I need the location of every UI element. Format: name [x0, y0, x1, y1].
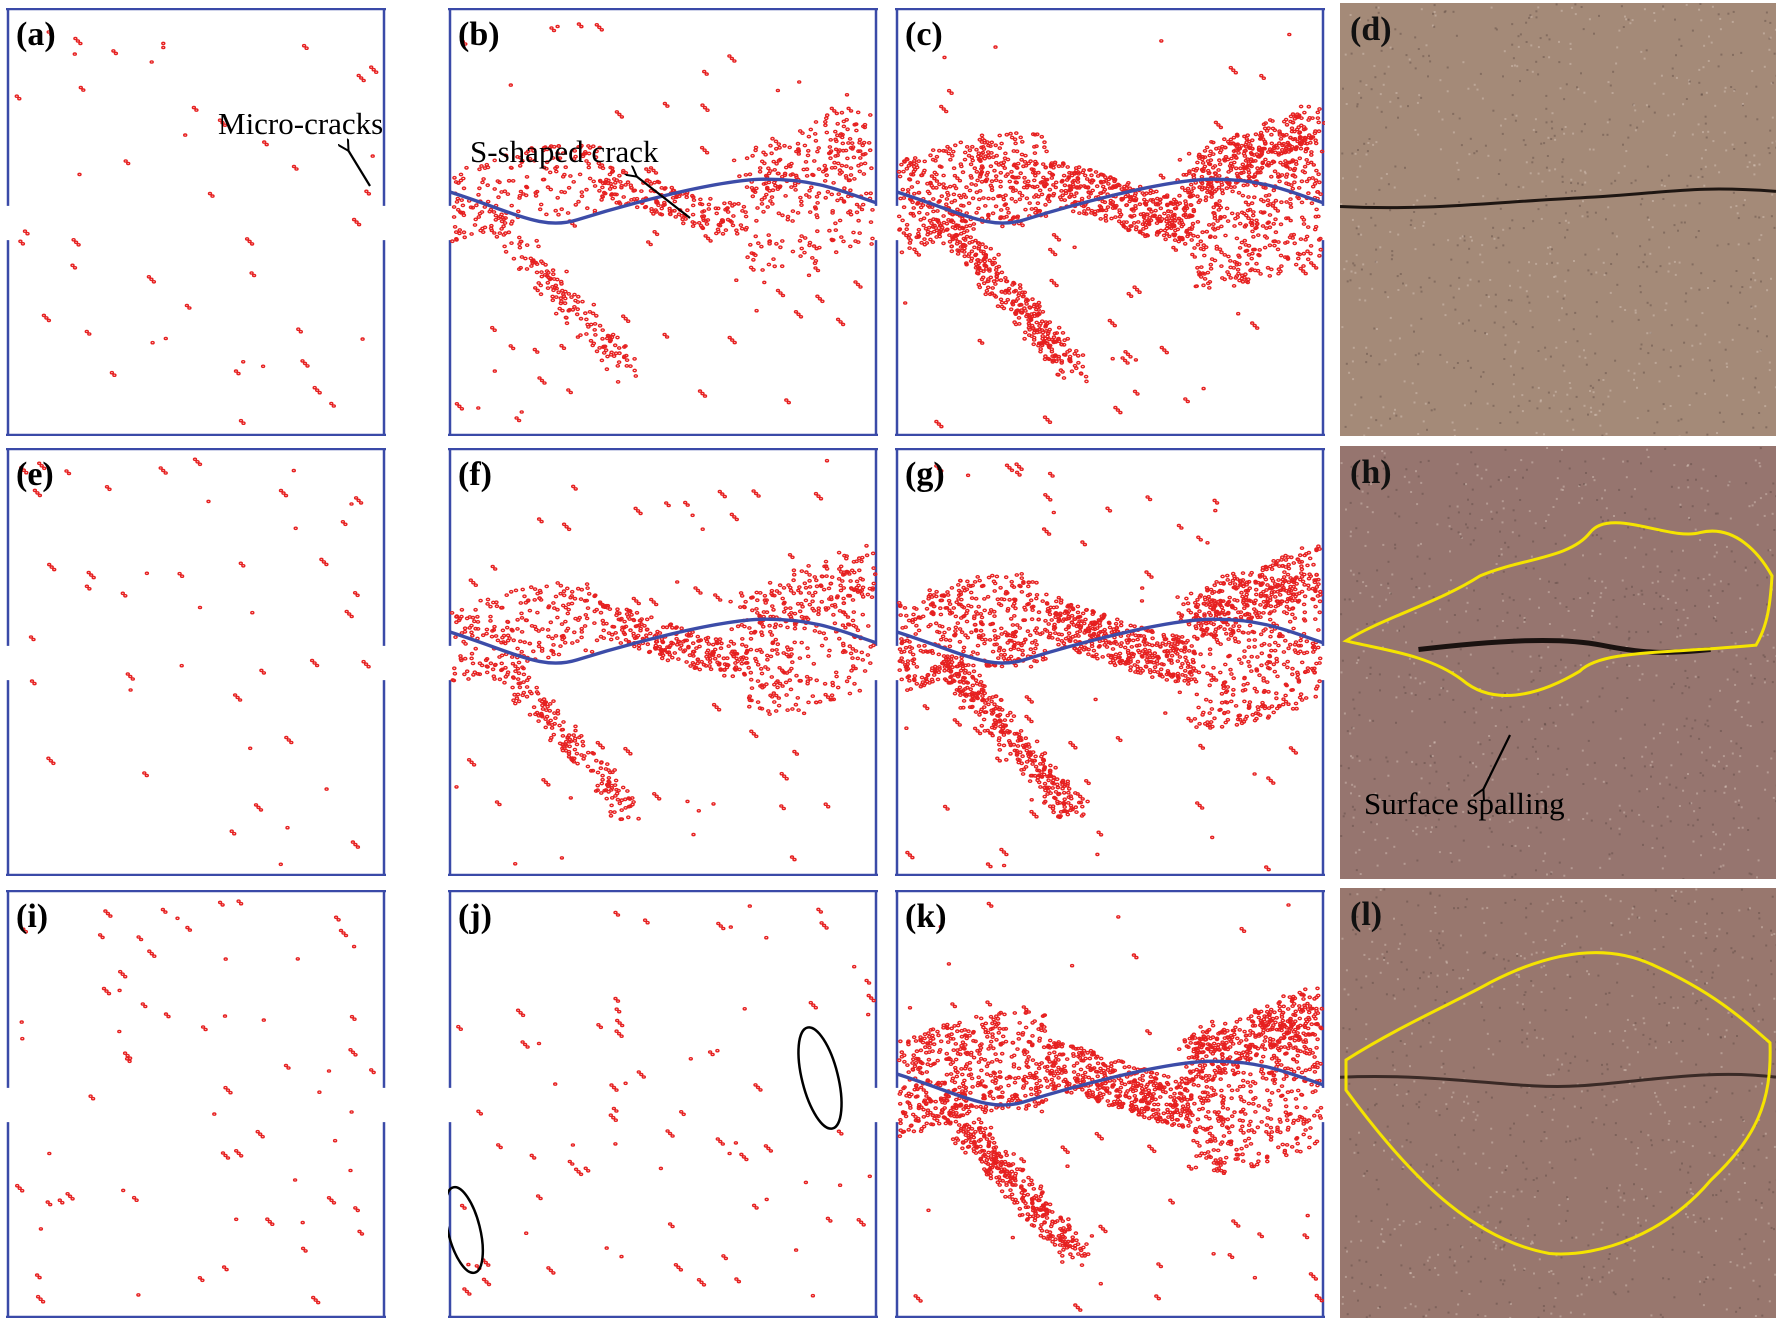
- fracture-line: [1340, 187, 1776, 210]
- panel-g: (g): [895, 448, 1325, 876]
- panel-h-graphic: [1340, 446, 1776, 879]
- spalling-outline: [1342, 521, 1774, 698]
- panel-frame: [895, 8, 1325, 436]
- crack-markers: [19, 457, 371, 867]
- panel-i: (i): [6, 890, 386, 1318]
- panel-l-label: (l): [1350, 896, 1383, 933]
- highlight-ellipse-right: [797, 1026, 843, 1130]
- panel-l-graphic: [1340, 888, 1776, 1318]
- panel-k-graphic: [895, 890, 1325, 1318]
- panel-frame: [6, 890, 386, 1318]
- crack-markers: [896, 901, 1325, 1312]
- panel-j: (j): [448, 890, 878, 1318]
- crack-markers: [897, 462, 1323, 872]
- panel-b-label: (b): [458, 16, 500, 53]
- panel-c-graphic: [895, 8, 1325, 436]
- panel-f-label: (f): [458, 456, 492, 493]
- panel-g-graphic: [895, 448, 1325, 876]
- panel-l: (l): [1340, 888, 1776, 1318]
- s-shaped-crack-curve: [896, 177, 1324, 225]
- panel-d-label: (d): [1350, 11, 1392, 48]
- panel-frame: [6, 448, 386, 876]
- rock-texture: [1341, 888, 1776, 1318]
- panel-frame: [895, 448, 1325, 876]
- fracture-line: [1340, 1072, 1776, 1088]
- panel-frame: [6, 8, 386, 436]
- rock-surface: [1340, 446, 1776, 879]
- crack-markers: [14, 899, 376, 1305]
- surface-spalling-annotation: Surface spalling: [1364, 786, 1565, 821]
- micro-cracks-annotation: Micro-cracks: [218, 106, 384, 141]
- rock-surface: [1340, 3, 1776, 436]
- panel-k-label: (k): [905, 898, 947, 935]
- panel-e-label: (e): [16, 456, 54, 493]
- panel-frame: [448, 890, 878, 1318]
- panel-h: (h): [1340, 446, 1776, 879]
- spalling-outline: [1344, 951, 1772, 1256]
- s-shaped-crack-annotation: S-shaped crack: [470, 134, 659, 169]
- panel-b-graphic: [448, 8, 878, 436]
- panel-d: (d): [1340, 3, 1776, 436]
- panel-j-graphic: [448, 890, 878, 1318]
- s-shaped-crack-curve: [896, 617, 1324, 665]
- panel-b: (b): [448, 8, 878, 436]
- panel-i-graphic: [6, 890, 386, 1318]
- s-shaped-crack-curve: [896, 1059, 1324, 1107]
- panel-f: (f): [448, 448, 878, 876]
- panel-e-graphic: [6, 448, 386, 876]
- panel-c-label: (c): [905, 16, 943, 53]
- panel-a: (a): [6, 8, 386, 436]
- panel-frame: [448, 8, 878, 436]
- panel-k: (k): [895, 890, 1325, 1318]
- rock-texture: [1340, 3, 1776, 436]
- panel-i-label: (i): [16, 898, 49, 935]
- crack-markers: [450, 22, 875, 423]
- panel-h-label: (h): [1350, 454, 1392, 491]
- panel-j-label: (j): [458, 898, 492, 935]
- highlight-ellipse-left: [448, 1185, 485, 1275]
- s-shaped-crack-curve: [449, 617, 877, 665]
- panel-d-graphic: [1340, 3, 1776, 436]
- panel-e: (e): [6, 448, 386, 876]
- panel-a-label: (a): [16, 16, 56, 53]
- crack-markers: [14, 30, 379, 426]
- panel-a-graphic: [6, 8, 386, 436]
- rock-surface: [1340, 888, 1776, 1318]
- crack-markers: [896, 32, 1325, 429]
- panel-f-graphic: [448, 448, 878, 876]
- crack-markers: [449, 458, 878, 866]
- panel-c: (c): [895, 8, 1325, 436]
- rock-texture: [1340, 447, 1776, 879]
- panel-frame: [895, 890, 1325, 1318]
- crack-markers: [456, 904, 876, 1298]
- panel-g-label: (g): [905, 456, 945, 493]
